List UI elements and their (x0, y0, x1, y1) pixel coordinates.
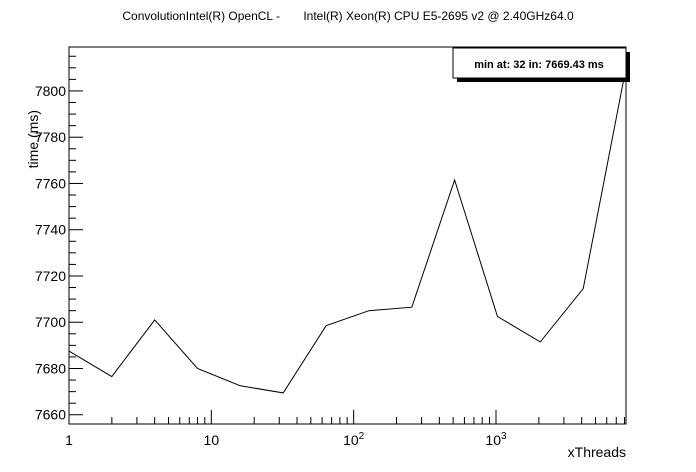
y-tick-label: 7720 (35, 268, 66, 284)
x-axis: 1 10 102 103 (65, 410, 626, 448)
y-tick-label: 7740 (35, 222, 66, 238)
y-tick-label: 7680 (35, 360, 66, 376)
min-annotation: min at: 32 in: 7669.43 ms (474, 59, 604, 71)
y-axis-label: time (ms) (25, 110, 41, 168)
series-points (68, 66, 628, 394)
plot-frame (68, 46, 627, 425)
y-tick-label: 7800 (35, 83, 66, 99)
x-tick-label: 103 (485, 431, 507, 448)
x-tick-label: 1 (65, 432, 73, 448)
y-axis: 7660 7680 7700 7720 7740 7760 7780 7800 (35, 55, 83, 423)
legend-box: min at: 32 in: 7669.43 ms (452, 47, 630, 82)
x-tick-label: 102 (343, 431, 365, 448)
y-tick-label: 7700 (35, 314, 66, 330)
y-tick-label: 7780 (35, 129, 66, 145)
x-tick-label: 10 (204, 432, 220, 448)
chart-title: ConvolutionIntel(R) OpenCL - Intel(R) Xe… (122, 9, 574, 23)
y-tick-label: 7660 (35, 407, 66, 423)
x-axis-label: xThreads (568, 444, 626, 460)
y-tick-label: 7760 (35, 175, 66, 191)
series-line (68, 67, 627, 394)
